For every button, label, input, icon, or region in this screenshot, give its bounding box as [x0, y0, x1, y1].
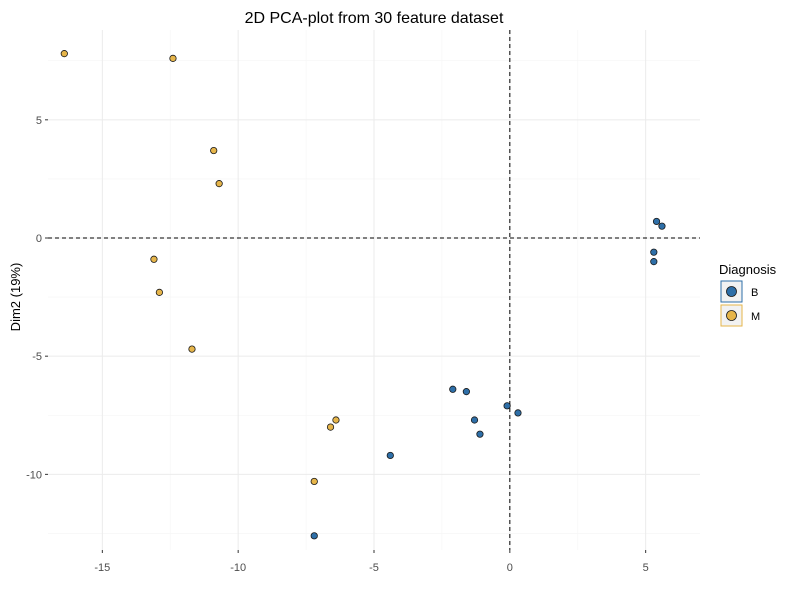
reference-lines [48, 30, 700, 550]
data-point-b [650, 258, 658, 266]
y-tick-label: 5 [36, 115, 42, 127]
data-point-m [310, 477, 318, 486]
x-tick-label: 0 [507, 562, 513, 574]
data-point-b [652, 217, 661, 226]
legend-label-m: M [751, 311, 760, 323]
legend-key-m [726, 310, 737, 321]
data-point-b [476, 430, 484, 438]
data-point-b [470, 416, 479, 424]
x-axis-ticks: -15 -10 -5 0 5 [94, 550, 649, 574]
data-point-m [188, 345, 196, 353]
legend-label-b: B [751, 287, 758, 299]
x-tick-label: 5 [643, 562, 649, 574]
data-point-m [332, 416, 340, 424]
data-point-b [650, 248, 658, 256]
legend-key-b [726, 286, 737, 297]
x-tick-label: -5 [369, 562, 379, 574]
data-point-m [155, 288, 163, 296]
data-point-b [310, 532, 318, 540]
x-tick-label: -10 [230, 562, 246, 574]
y-tick-label: -10 [26, 469, 42, 481]
chart-title: 2D PCA-plot from 30 feature dataset [245, 10, 504, 27]
y-tick-label: -5 [32, 351, 42, 363]
data-point-b [503, 402, 511, 410]
data-point-b [514, 409, 522, 417]
data-point-m [169, 54, 177, 62]
legend: Diagnosis BM [719, 262, 777, 327]
data-point-b [449, 385, 457, 393]
data-point-b [658, 222, 666, 230]
data-point-b [462, 388, 470, 396]
data-point-m [150, 255, 158, 263]
legend-title: Diagnosis [719, 262, 777, 277]
y-axis-label: Dim2 (19%) [8, 263, 23, 332]
x-tick-label: -15 [94, 562, 110, 574]
data-point-m [210, 146, 218, 155]
legend-items: BM [720, 280, 760, 327]
y-tick-label: 0 [36, 233, 42, 245]
y-axis-ticks: -10 -5 0 5 [26, 115, 48, 481]
data-point-m [60, 50, 68, 58]
data-point-m [326, 423, 335, 431]
data-points [60, 50, 666, 540]
data-point-b [386, 451, 394, 460]
data-point-m [215, 180, 223, 188]
